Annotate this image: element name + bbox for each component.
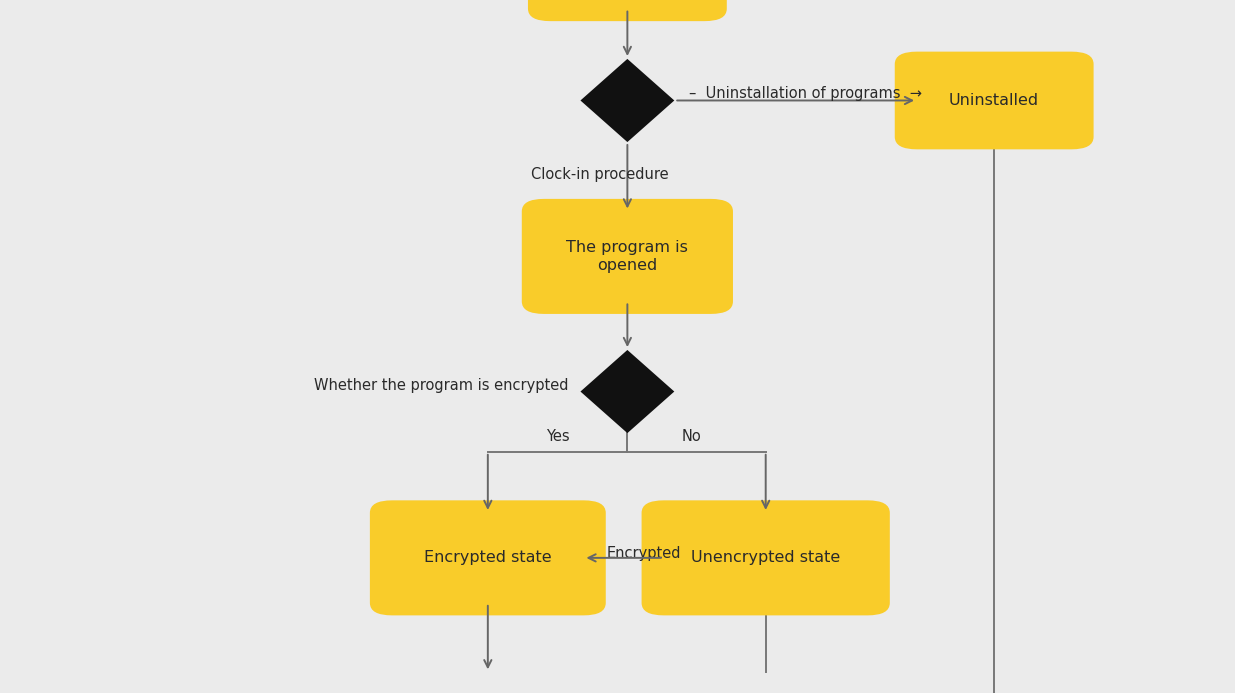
- Text: Clock-in procedure: Clock-in procedure: [531, 167, 668, 182]
- Text: Yes: Yes: [546, 429, 571, 444]
- Text: –  Uninstallation of programs  →: – Uninstallation of programs →: [689, 86, 923, 101]
- Text: The program is
opened: The program is opened: [567, 240, 688, 272]
- FancyBboxPatch shape: [521, 199, 734, 314]
- Polygon shape: [580, 350, 674, 433]
- FancyBboxPatch shape: [894, 52, 1094, 150]
- Text: Encrypted state: Encrypted state: [424, 550, 552, 565]
- Text: No: No: [682, 429, 701, 444]
- FancyBboxPatch shape: [527, 0, 726, 21]
- FancyBboxPatch shape: [642, 500, 889, 615]
- Text: Unencrypted state: Unencrypted state: [692, 550, 840, 565]
- Text: Whether the program is encrypted: Whether the program is encrypted: [314, 378, 568, 393]
- Polygon shape: [580, 59, 674, 142]
- FancyBboxPatch shape: [370, 500, 605, 615]
- Text: Encrypted: Encrypted: [606, 545, 680, 561]
- Text: Uninstalled: Uninstalled: [950, 93, 1039, 108]
